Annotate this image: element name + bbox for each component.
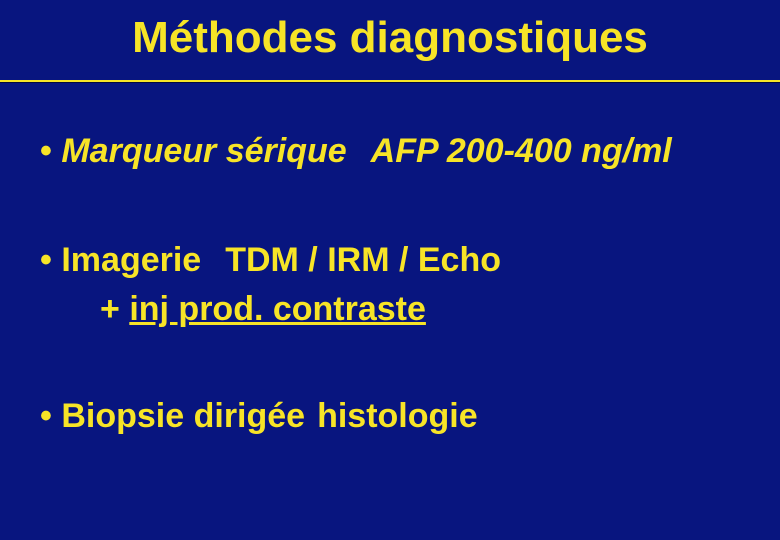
slide-body: • Marqueur sérique AFP 200-400 ng/ml • Im… — [0, 82, 780, 436]
subline-prefix: + — [100, 290, 129, 328]
bullet-1: • Marqueur sérique AFP 200-400 ng/ml — [40, 132, 780, 171]
bullet-3-detail: histologie — [317, 397, 478, 435]
bullet-3-label: Biopsie dirigée — [61, 397, 305, 435]
slide-title: Méthodes diagnostiques — [0, 0, 780, 80]
bullet-2-label: Imagerie — [61, 241, 201, 279]
bullet-marker: • — [40, 132, 61, 170]
bullet-2-detail: TDM / IRM / Echo — [225, 241, 501, 279]
bullet-marker: • — [40, 241, 61, 279]
bullet-marker: • — [40, 397, 61, 435]
bullet-2: • Imagerie TDM / IRM / Echo — [40, 241, 780, 280]
bullet-2-subline: + inj prod. contraste — [40, 290, 780, 329]
bullet-3: • Biopsie dirigée histologie — [40, 397, 780, 436]
bullet-1-label: Marqueur sérique — [61, 132, 346, 170]
bullet-1-detail: AFP 200-400 ng/ml — [371, 132, 672, 170]
subline-text: inj prod. contraste — [129, 290, 426, 328]
